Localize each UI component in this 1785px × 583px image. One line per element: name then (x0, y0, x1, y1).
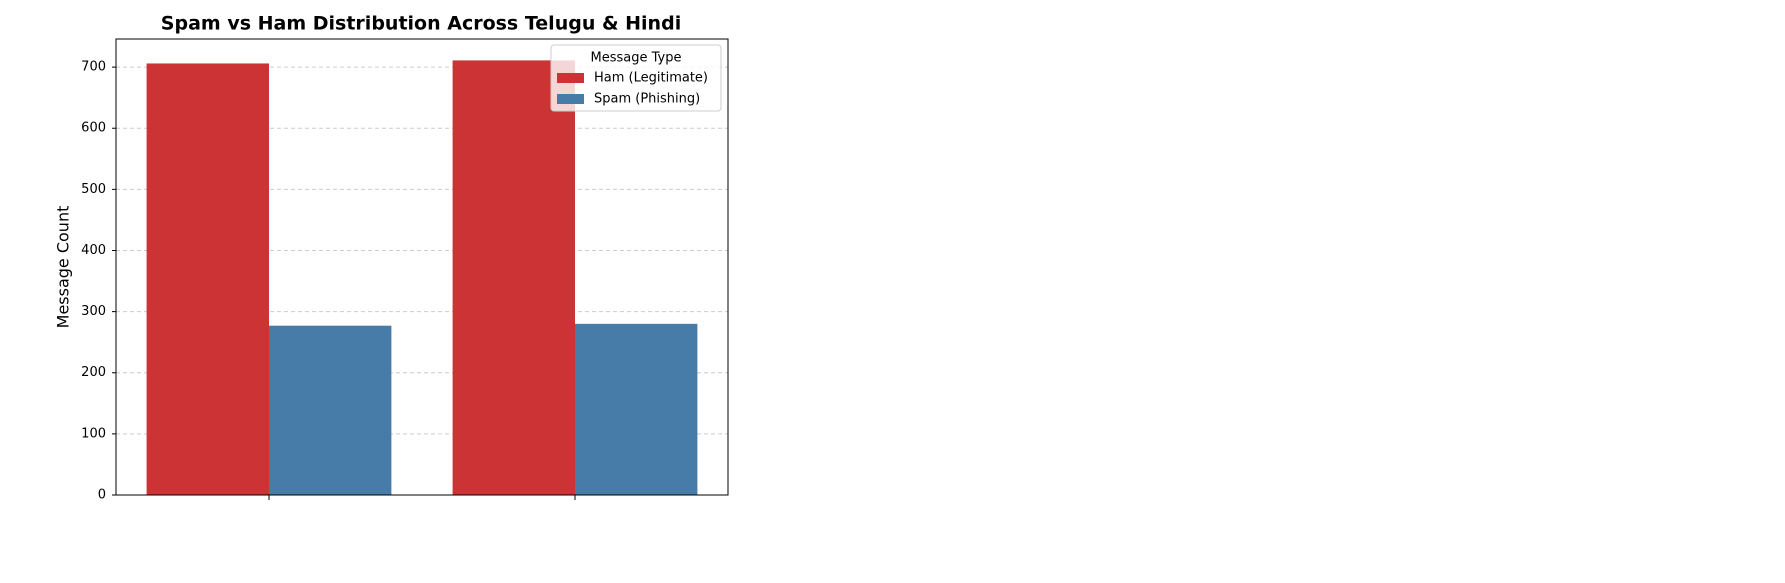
y-tick-label: 200 (81, 365, 106, 380)
legend-swatch (557, 94, 584, 104)
y-tick-label: 500 (81, 182, 106, 197)
y-tick-label: 600 (81, 121, 106, 136)
bar (575, 323, 698, 495)
plot-frame (115, 38, 729, 496)
bar (146, 63, 269, 495)
legend-label: Spam (Phishing) (594, 92, 700, 107)
y-axis-label: Message Count (54, 206, 73, 329)
legend-swatch (557, 73, 584, 83)
y-tick-label: 0 (98, 488, 106, 503)
y-tick-label: 100 (81, 426, 106, 441)
bar (452, 60, 575, 495)
bar (269, 325, 392, 495)
y-tick-label: 400 (81, 243, 106, 258)
chart-title: Spam vs Ham Distribution Across Telugu &… (161, 13, 681, 35)
y-tick-label: 300 (81, 304, 106, 319)
legend-label: Ham (Legitimate) (594, 71, 708, 86)
y-tick-label: 700 (81, 60, 106, 75)
legend-box (550, 44, 722, 112)
legend-title: Message Type (591, 51, 682, 66)
